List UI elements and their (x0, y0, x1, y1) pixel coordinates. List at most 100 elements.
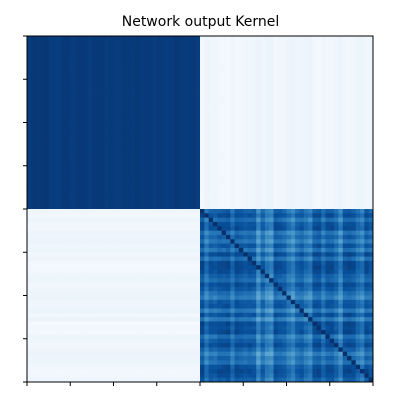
heatmap-cell (347, 148, 352, 154)
heatmap-cell (178, 92, 184, 97)
heatmap-cell (126, 126, 132, 132)
heatmap-cell (57, 273, 62, 279)
heatmap-cell (282, 48, 287, 54)
heatmap-cell (212, 170, 218, 175)
heatmap-cell (260, 299, 266, 305)
heatmap-cell (334, 161, 339, 167)
heatmap-cell (286, 109, 292, 115)
heatmap-cell (225, 183, 231, 188)
heatmap-cell (364, 152, 369, 158)
heatmap-cell (251, 200, 257, 205)
heatmap-cell (78, 200, 84, 205)
heatmap-cell (74, 204, 80, 210)
heatmap-cell (295, 200, 300, 205)
heatmap-cell (191, 252, 196, 257)
heatmap-cell (169, 183, 175, 188)
heatmap-cell (260, 131, 266, 136)
heatmap-cell (277, 126, 283, 132)
heatmap-cell (238, 291, 244, 296)
heatmap-cell (230, 252, 235, 257)
heatmap-cell (282, 79, 287, 84)
heatmap-cell (338, 217, 344, 223)
heatmap-cell (31, 187, 36, 193)
heatmap-cell (338, 295, 344, 301)
heatmap-cell (308, 187, 313, 193)
heatmap-cell (251, 196, 257, 201)
heatmap-cell (156, 144, 162, 149)
heatmap-cell (135, 61, 140, 67)
heatmap-cell (295, 191, 300, 197)
heatmap-cell (264, 286, 270, 292)
heatmap-cell (70, 170, 75, 175)
heatmap-cell (195, 230, 201, 236)
heatmap-cell (347, 217, 352, 223)
heatmap-cell (347, 66, 352, 71)
heatmap-cell (96, 178, 101, 184)
heatmap-cell (238, 92, 244, 97)
heatmap-cell (269, 48, 274, 54)
heatmap-cell (308, 74, 313, 80)
heatmap-cell (256, 118, 261, 123)
heatmap-cell (83, 96, 88, 102)
heatmap-cell (113, 183, 119, 188)
heatmap-cell (308, 100, 313, 106)
heatmap-cell (87, 200, 93, 205)
heatmap-cell (83, 196, 88, 201)
heatmap-cell (152, 273, 158, 279)
heatmap-cell (321, 256, 326, 262)
heatmap-cell (230, 131, 235, 136)
heatmap-cell (91, 122, 97, 128)
heatmap-cell (96, 40, 101, 45)
heatmap-cell (143, 53, 149, 58)
heatmap-cell (31, 83, 36, 89)
heatmap-cell (130, 204, 136, 210)
heatmap-cell (204, 79, 209, 84)
heatmap-cell (273, 118, 279, 123)
heatmap-cell (61, 200, 67, 205)
heatmap-cell (152, 278, 158, 283)
heatmap-cell (104, 304, 110, 309)
heatmap-cell (182, 260, 188, 266)
heatmap-cell (148, 196, 153, 201)
heatmap-cell (143, 92, 149, 97)
heatmap-cell (182, 70, 188, 76)
heatmap-cell (256, 265, 261, 270)
heatmap-cell (152, 191, 158, 197)
heatmap-cell (312, 53, 318, 58)
heatmap-cell (130, 126, 136, 132)
heatmap-cell (217, 61, 222, 67)
heatmap-cell (200, 161, 205, 167)
heatmap-cell (234, 273, 240, 279)
heatmap-cell (96, 44, 101, 50)
heatmap-cell (191, 187, 196, 193)
heatmap-cell (87, 122, 93, 128)
heatmap-cell (152, 230, 158, 236)
heatmap-cell (143, 191, 149, 197)
heatmap-cell (57, 256, 62, 262)
heatmap-cell (282, 74, 287, 80)
heatmap-cell (117, 256, 123, 262)
heatmap-cell (269, 239, 274, 244)
heatmap-cell (187, 234, 192, 240)
heatmap-cell (148, 109, 153, 115)
heatmap-cell (360, 144, 365, 149)
heatmap-cell (277, 273, 283, 279)
heatmap-cell (39, 135, 45, 141)
heatmap-cell (27, 209, 32, 214)
heatmap-cell (100, 299, 106, 305)
heatmap-cell (100, 109, 106, 115)
heatmap-cell (295, 36, 300, 41)
heatmap-cell (243, 83, 248, 89)
heatmap-cell (256, 239, 261, 244)
heatmap-cell (217, 278, 222, 283)
heatmap-cell (165, 265, 171, 270)
heatmap-cell (156, 36, 162, 41)
heatmap-cell (355, 100, 361, 106)
heatmap-cell (208, 247, 214, 253)
heatmap-cell (31, 191, 36, 197)
heatmap-cell (74, 247, 80, 253)
heatmap-cell (65, 217, 71, 223)
heatmap-cell (27, 256, 32, 262)
heatmap-cell (312, 209, 318, 214)
